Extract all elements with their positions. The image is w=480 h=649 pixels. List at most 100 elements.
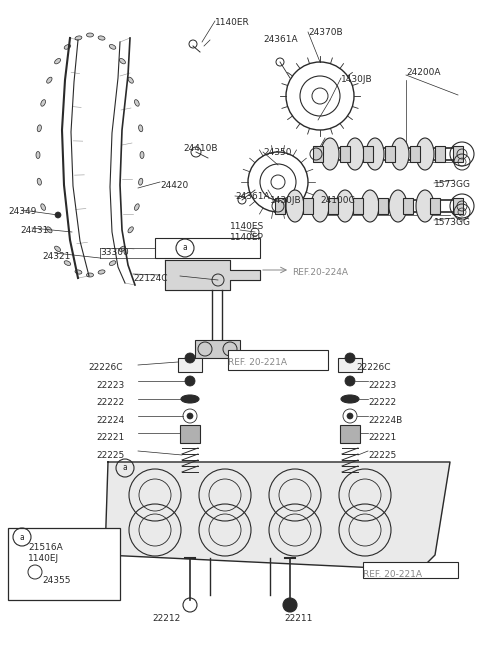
Ellipse shape (336, 190, 354, 222)
Bar (313, 146, 323, 162)
Bar (363, 562, 458, 578)
Bar (410, 146, 420, 162)
Bar (228, 350, 328, 370)
Text: 22224: 22224 (96, 416, 124, 425)
Ellipse shape (37, 178, 41, 185)
Bar (303, 198, 313, 214)
Ellipse shape (98, 36, 105, 40)
Text: 1140EP: 1140EP (230, 233, 264, 242)
Circle shape (55, 212, 61, 218)
Text: 22211: 22211 (284, 614, 312, 623)
Text: 22225: 22225 (368, 451, 396, 460)
Text: 22221: 22221 (368, 433, 396, 442)
Bar (453, 146, 463, 162)
Bar (430, 198, 440, 214)
Ellipse shape (286, 190, 304, 222)
Text: 1430JB: 1430JB (341, 75, 372, 84)
Bar (180, 425, 200, 443)
Text: 22212: 22212 (152, 614, 180, 623)
Circle shape (347, 396, 353, 402)
Ellipse shape (55, 58, 60, 64)
Ellipse shape (75, 36, 82, 40)
Text: REF.20-224A: REF.20-224A (292, 268, 348, 277)
Bar (155, 238, 260, 258)
Text: 22124C: 22124C (133, 274, 168, 283)
Text: a: a (182, 243, 187, 252)
Ellipse shape (120, 246, 125, 252)
Ellipse shape (55, 246, 60, 252)
Text: 24370B: 24370B (308, 28, 343, 37)
Text: 24431: 24431 (20, 226, 48, 235)
Text: 22223: 22223 (368, 381, 396, 390)
Polygon shape (165, 260, 260, 290)
Ellipse shape (134, 204, 139, 210)
Bar (195, 340, 240, 358)
Text: 24350: 24350 (263, 148, 291, 157)
Ellipse shape (86, 33, 94, 37)
Bar (363, 146, 373, 162)
Text: 1573GG: 1573GG (434, 218, 471, 227)
Text: 1140ES: 1140ES (230, 222, 264, 231)
Text: 24361A: 24361A (235, 192, 270, 201)
Ellipse shape (86, 273, 94, 277)
Ellipse shape (109, 261, 116, 265)
Bar (385, 146, 395, 162)
Ellipse shape (366, 138, 384, 170)
Circle shape (185, 353, 195, 363)
Text: 22223: 22223 (96, 381, 124, 390)
Ellipse shape (47, 227, 52, 233)
Ellipse shape (416, 190, 434, 222)
Bar (435, 146, 445, 162)
Circle shape (187, 413, 193, 419)
Ellipse shape (134, 100, 139, 106)
Text: 1430JB: 1430JB (270, 196, 301, 205)
Text: 24420: 24420 (160, 181, 188, 190)
Bar (275, 198, 285, 214)
Text: REF. 20-221A: REF. 20-221A (228, 358, 287, 367)
Ellipse shape (128, 227, 133, 233)
Ellipse shape (346, 138, 364, 170)
Text: a: a (20, 532, 24, 541)
Ellipse shape (389, 190, 407, 222)
Text: 24410B: 24410B (183, 144, 217, 153)
Text: 22226C: 22226C (88, 363, 122, 372)
Circle shape (345, 376, 355, 386)
Ellipse shape (98, 270, 105, 274)
Ellipse shape (128, 77, 133, 83)
Text: 1573GG: 1573GG (434, 180, 471, 189)
Bar (453, 198, 463, 214)
Circle shape (345, 353, 355, 363)
Text: 1140EJ: 1140EJ (28, 554, 59, 563)
Circle shape (283, 598, 297, 612)
Ellipse shape (41, 100, 46, 106)
Text: 24355: 24355 (42, 576, 71, 585)
Ellipse shape (321, 138, 339, 170)
Ellipse shape (37, 125, 41, 132)
Ellipse shape (361, 190, 379, 222)
Ellipse shape (109, 45, 116, 49)
Ellipse shape (139, 178, 143, 185)
Ellipse shape (181, 395, 199, 403)
Ellipse shape (64, 45, 71, 49)
Text: 22225: 22225 (96, 451, 124, 460)
Bar (340, 146, 350, 162)
Bar (178, 358, 202, 372)
Bar (378, 198, 388, 214)
Ellipse shape (139, 125, 143, 132)
Ellipse shape (36, 151, 40, 158)
Circle shape (187, 396, 193, 402)
Text: 21516A: 21516A (28, 543, 63, 552)
Ellipse shape (341, 395, 359, 403)
Text: 22221: 22221 (96, 433, 124, 442)
Bar (8, 528, 120, 600)
Ellipse shape (311, 190, 329, 222)
Circle shape (185, 376, 195, 386)
Bar (340, 425, 360, 443)
Text: 22226C: 22226C (356, 363, 391, 372)
Text: 24200A: 24200A (406, 68, 441, 77)
Text: 24349: 24349 (8, 207, 36, 216)
Circle shape (347, 413, 353, 419)
Text: 33300: 33300 (100, 248, 129, 257)
Ellipse shape (140, 151, 144, 158)
Text: 24361A: 24361A (263, 35, 298, 44)
